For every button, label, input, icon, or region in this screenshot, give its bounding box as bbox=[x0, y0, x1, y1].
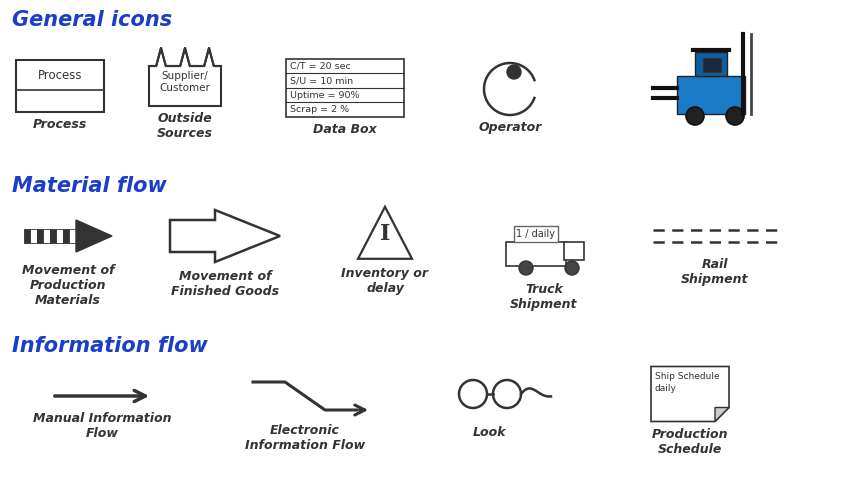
Text: I: I bbox=[380, 223, 390, 245]
Bar bbox=[50, 229, 56, 243]
Polygon shape bbox=[715, 408, 729, 421]
Text: Truck
Shipment: Truck Shipment bbox=[510, 283, 578, 311]
Text: Rail
Shipment: Rail Shipment bbox=[681, 258, 749, 286]
Text: C/T = 20 sec: C/T = 20 sec bbox=[290, 62, 351, 71]
Bar bbox=[695, 52, 727, 76]
Bar bbox=[16, 60, 104, 112]
Text: Outside
Sources: Outside Sources bbox=[157, 112, 213, 140]
Circle shape bbox=[686, 107, 704, 125]
Text: Data Box: Data Box bbox=[313, 123, 377, 136]
Bar bbox=[44, 229, 50, 243]
Text: Process: Process bbox=[33, 118, 87, 131]
Text: General icons: General icons bbox=[12, 10, 172, 30]
Circle shape bbox=[507, 65, 521, 79]
Bar bbox=[63, 229, 69, 243]
Text: Scrap = 2 %: Scrap = 2 % bbox=[290, 105, 349, 114]
Circle shape bbox=[459, 380, 487, 408]
Bar bbox=[69, 229, 76, 243]
Text: Uptime = 90%: Uptime = 90% bbox=[290, 91, 360, 100]
Bar bbox=[56, 229, 63, 243]
Bar bbox=[564, 242, 584, 260]
Text: Supplier/
Customer: Supplier/ Customer bbox=[159, 71, 211, 93]
Circle shape bbox=[726, 107, 744, 125]
Bar bbox=[149, 66, 221, 106]
Text: daily: daily bbox=[655, 384, 677, 393]
Polygon shape bbox=[76, 220, 112, 252]
Text: Manual Information
Flow: Manual Information Flow bbox=[33, 412, 171, 440]
Circle shape bbox=[565, 261, 579, 275]
Text: Electronic
Information Flow: Electronic Information Flow bbox=[245, 424, 365, 452]
Bar bbox=[24, 229, 31, 243]
Bar bbox=[31, 229, 37, 243]
Text: 1 / daily: 1 / daily bbox=[516, 229, 556, 239]
Text: Movement of
Finished Goods: Movement of Finished Goods bbox=[171, 270, 279, 298]
Bar bbox=[506, 242, 566, 266]
Circle shape bbox=[493, 380, 521, 408]
Text: Ship Schedule: Ship Schedule bbox=[655, 372, 720, 381]
Text: Information flow: Information flow bbox=[12, 336, 208, 356]
Text: Movement of
Production
Materials: Movement of Production Materials bbox=[21, 264, 115, 307]
Text: S/U = 10 min: S/U = 10 min bbox=[290, 76, 354, 85]
Text: Operator: Operator bbox=[479, 121, 542, 134]
Circle shape bbox=[519, 261, 533, 275]
Text: Look: Look bbox=[473, 426, 507, 439]
Bar bbox=[703, 58, 721, 72]
Bar bbox=[286, 59, 404, 117]
Polygon shape bbox=[170, 210, 280, 262]
Text: Process: Process bbox=[38, 69, 82, 82]
Text: Inventory or
delay: Inventory or delay bbox=[342, 267, 429, 295]
Polygon shape bbox=[358, 207, 412, 259]
Bar bbox=[677, 76, 745, 114]
Bar bbox=[514, 226, 558, 242]
Polygon shape bbox=[651, 367, 729, 421]
Text: Material flow: Material flow bbox=[12, 176, 167, 196]
Bar bbox=[37, 229, 44, 243]
Text: Production
Schedule: Production Schedule bbox=[651, 427, 728, 455]
